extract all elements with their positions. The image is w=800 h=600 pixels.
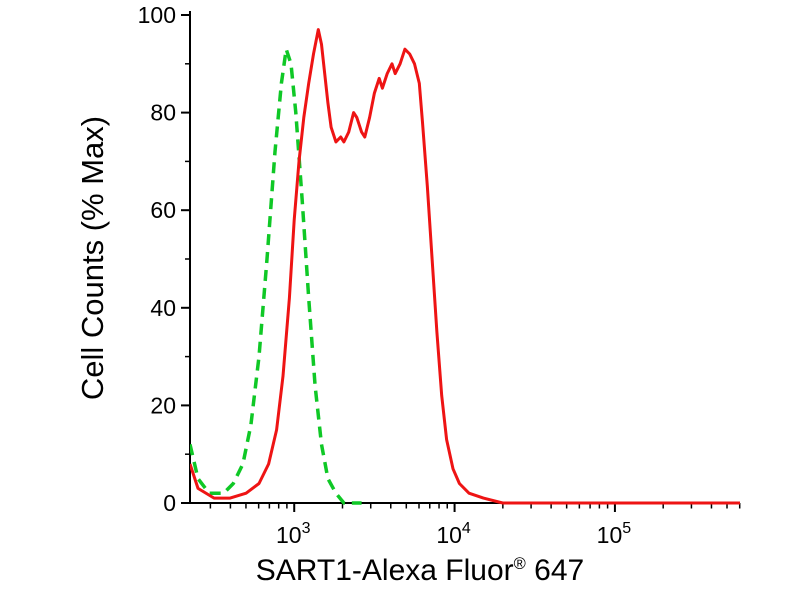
x-tick-label: 103 (276, 520, 311, 548)
chart-decoration: 3 (302, 520, 311, 537)
x-tick-label: 105 (597, 520, 632, 548)
chart-decoration: 5 (622, 520, 631, 537)
y-axis-label: Cell Counts (% Max) (75, 115, 110, 401)
y-tick-label: 20 (150, 392, 176, 418)
x-tick-label: 104 (436, 520, 471, 548)
curve-green-dashed (190, 47, 362, 505)
chart-decoration: 10 (597, 522, 623, 548)
y-tick-label: 60 (150, 197, 176, 223)
y-tick-label: 40 (150, 295, 176, 321)
registered-trademark-icon: ® (513, 555, 526, 573)
chart-decoration: 4 (462, 520, 471, 537)
y-tick-label: 100 (138, 2, 176, 28)
chart-decoration: 10 (436, 522, 462, 548)
chart-decoration: 10 (276, 522, 302, 548)
curve-red-solid (190, 28, 740, 505)
x-axis-label-text: SART1-Alexa Fluor (255, 554, 514, 587)
x-axis-label-value: 647 (525, 554, 585, 587)
series-group (190, 28, 740, 505)
y-tick-label: 80 (150, 100, 176, 126)
x-axis-label: SART1-Alexa Fluor® 647 (145, 554, 695, 588)
y-tick-label: 0 (163, 490, 176, 516)
